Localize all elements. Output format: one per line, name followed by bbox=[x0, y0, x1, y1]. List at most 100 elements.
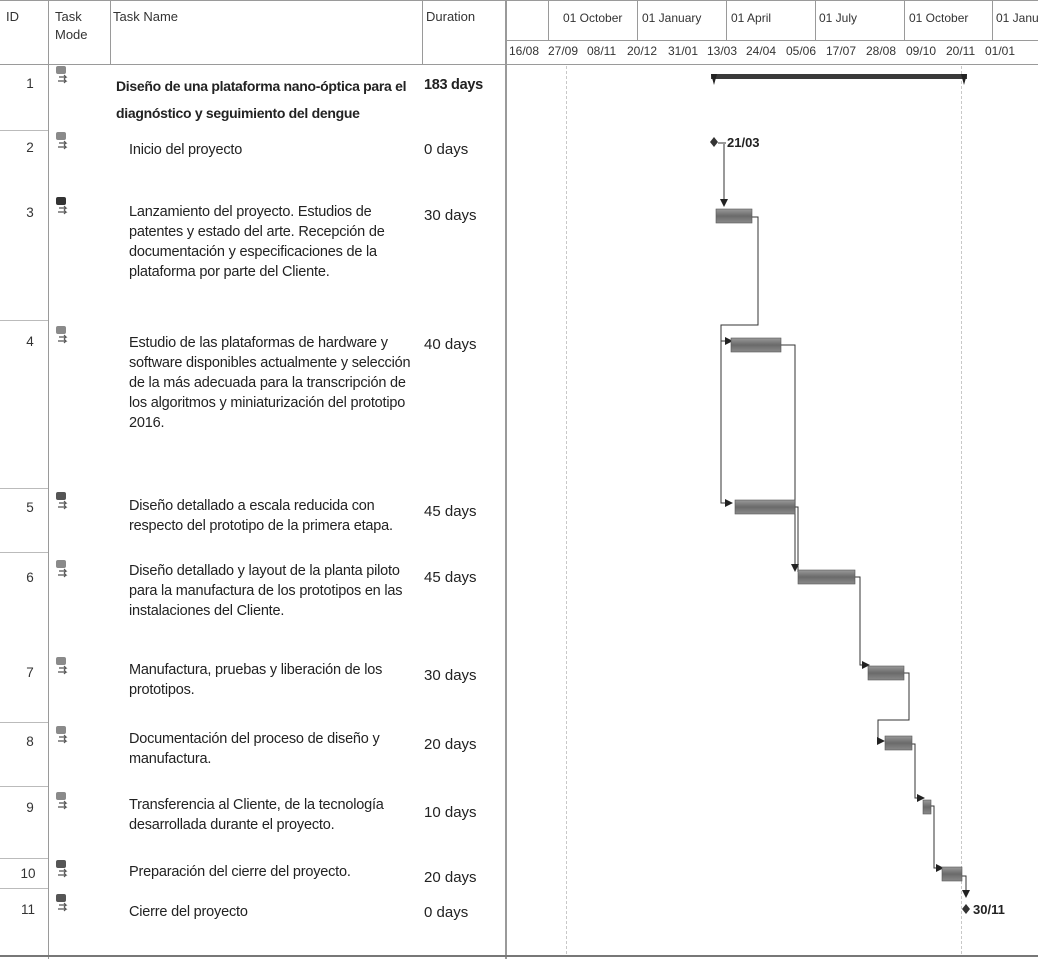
task-duration: 30 days bbox=[424, 207, 477, 224]
task-bar-9[interactable] bbox=[922, 799, 932, 815]
task-name-line: Manufactura, pruebas y liberación de los bbox=[129, 662, 383, 678]
row-separator bbox=[0, 786, 48, 787]
grid-line bbox=[637, 0, 638, 40]
task-id: 7 bbox=[26, 665, 34, 680]
task-name: Transferencia al Cliente, de la tecnolog… bbox=[129, 795, 384, 835]
milestone-end[interactable]: 30/11 bbox=[962, 902, 1005, 917]
task-name-line: para la manufactura de los prototipos en… bbox=[129, 583, 403, 599]
row-separator bbox=[0, 888, 48, 889]
row-separator bbox=[0, 320, 48, 321]
task-name-line: documentación y especificaciones de la bbox=[129, 244, 377, 260]
task-bar-6[interactable] bbox=[797, 569, 856, 585]
timescale-bottom-label: 09/10 bbox=[906, 44, 937, 58]
task-duration: 45 days bbox=[424, 503, 477, 520]
grid-line bbox=[815, 0, 816, 40]
task-duration: 30 days bbox=[424, 667, 477, 684]
grid-line bbox=[0, 64, 1038, 65]
auto-scheduled-task-icon bbox=[56, 132, 68, 150]
summary-bar[interactable] bbox=[711, 74, 967, 85]
task-id: 6 bbox=[26, 570, 34, 585]
column-header-task-mode-line2: Mode bbox=[55, 27, 88, 42]
task-name-line: plataforma por parte del Cliente. bbox=[129, 264, 330, 280]
grid-line bbox=[548, 0, 549, 40]
task-name-line: Diseño detallado a escala reducida con bbox=[129, 498, 375, 514]
task-duration: 0 days bbox=[424, 904, 469, 921]
timescale-bottom-label: 27/09 bbox=[548, 44, 579, 58]
task-duration: 183 days bbox=[424, 77, 483, 93]
task-name: Cierre del proyecto bbox=[129, 902, 248, 922]
task-bar-5[interactable] bbox=[734, 499, 796, 515]
task-duration: 20 days bbox=[424, 869, 477, 886]
chart-gridline bbox=[961, 66, 962, 954]
column-header-task-mode[interactable]: Task Mode bbox=[55, 8, 88, 44]
task-name: Preparación del cierre del proyecto. bbox=[129, 862, 351, 882]
task-duration: 0 days bbox=[424, 141, 469, 158]
task-name-line: prototipos. bbox=[129, 682, 195, 698]
task-duration: 40 days bbox=[424, 336, 477, 353]
task-id: 9 bbox=[26, 800, 34, 815]
grid-line bbox=[992, 0, 993, 40]
timescale-bottom-label: 20/12 bbox=[627, 44, 658, 58]
grid-line bbox=[0, 0, 1038, 1]
row-separator bbox=[0, 858, 48, 859]
task-name: Diseño detallado a escala reducida con r… bbox=[129, 496, 393, 536]
task-name: Diseño de una plataforma nano-óptica par… bbox=[116, 72, 407, 124]
task-id: 10 bbox=[20, 866, 36, 881]
timescale-top-label: 01 July bbox=[819, 11, 858, 25]
auto-scheduled-task-icon bbox=[56, 492, 68, 510]
grid-line bbox=[904, 0, 905, 40]
task-name-line: desarrollada durante el proyecto. bbox=[129, 817, 335, 833]
task-duration: 20 days bbox=[424, 736, 477, 753]
auto-scheduled-task-icon bbox=[56, 657, 68, 675]
timescale-bottom-label: 16/08 bbox=[509, 44, 540, 58]
grid-line bbox=[506, 40, 1038, 41]
timescale-top-label: 01 April bbox=[731, 11, 772, 25]
grid-line bbox=[422, 0, 423, 64]
task-name-line: manufactura. bbox=[129, 751, 212, 767]
timescale-bottom-label: 28/08 bbox=[866, 44, 897, 58]
row-separator bbox=[0, 722, 48, 723]
task-name-line: 2016. bbox=[129, 415, 165, 431]
auto-scheduled-task-icon bbox=[56, 726, 68, 744]
task-name-line: Documentación del proceso de diseño y bbox=[129, 731, 380, 747]
task-name: Manufactura, pruebas y liberación de los… bbox=[129, 660, 382, 700]
timescale-bottom-label: 08/11 bbox=[587, 44, 617, 58]
row-separator bbox=[0, 488, 48, 489]
timescale-top-label: 01 October bbox=[563, 11, 623, 25]
timescale-top-label: 01 January bbox=[642, 11, 702, 25]
task-name: Estudio de las plataformas de hardware y… bbox=[129, 333, 411, 433]
task-name: Diseño detallado y layout de la planta p… bbox=[129, 561, 403, 621]
grid-line bbox=[48, 0, 49, 959]
task-id: 3 bbox=[26, 205, 34, 220]
task-name-line: software disponibles actualmente y selec… bbox=[129, 355, 411, 371]
task-name: Documentación del proceso de diseño y ma… bbox=[129, 729, 380, 769]
task-bar-10[interactable] bbox=[941, 866, 963, 882]
task-name: Inicio del proyecto bbox=[129, 140, 242, 160]
column-header-id[interactable]: ID bbox=[6, 9, 19, 24]
timescale-bottom-label: 17/07 bbox=[826, 44, 857, 58]
timescale-bottom-label: 05/06 bbox=[786, 44, 817, 58]
task-name-line: Diseño detallado y layout de la planta p… bbox=[129, 563, 400, 579]
milestone-end-label: 30/11 bbox=[973, 902, 1005, 917]
column-header-duration[interactable]: Duration bbox=[426, 9, 476, 24]
task-name-line: Diseño de una plataforma nano-óptica par… bbox=[116, 78, 407, 94]
task-name-line: diagnóstico y seguimiento del dengue bbox=[116, 105, 360, 121]
timescale-top-label: 01 October bbox=[909, 11, 969, 25]
task-name: Lanzamiento del proyecto. Estudios de pa… bbox=[129, 202, 385, 282]
auto-scheduled-task-icon bbox=[56, 860, 68, 878]
task-bar-7[interactable] bbox=[867, 665, 905, 681]
task-bar-4[interactable] bbox=[730, 337, 782, 353]
task-id: 8 bbox=[26, 734, 34, 749]
dependency-links bbox=[720, 144, 970, 898]
task-name-line: Lanzamiento del proyecto. Estudios de bbox=[129, 204, 372, 220]
task-bar-8[interactable] bbox=[884, 735, 913, 751]
milestone-start[interactable]: 21/03 bbox=[710, 135, 760, 150]
grid-line bbox=[110, 0, 111, 64]
task-bar-3[interactable] bbox=[715, 208, 753, 224]
auto-scheduled-task-icon bbox=[56, 894, 68, 912]
auto-scheduled-task-icon bbox=[56, 197, 68, 215]
column-header-task-name[interactable]: Task Name bbox=[113, 9, 179, 24]
task-id: 1 bbox=[26, 76, 34, 91]
grid-line bbox=[726, 0, 727, 40]
